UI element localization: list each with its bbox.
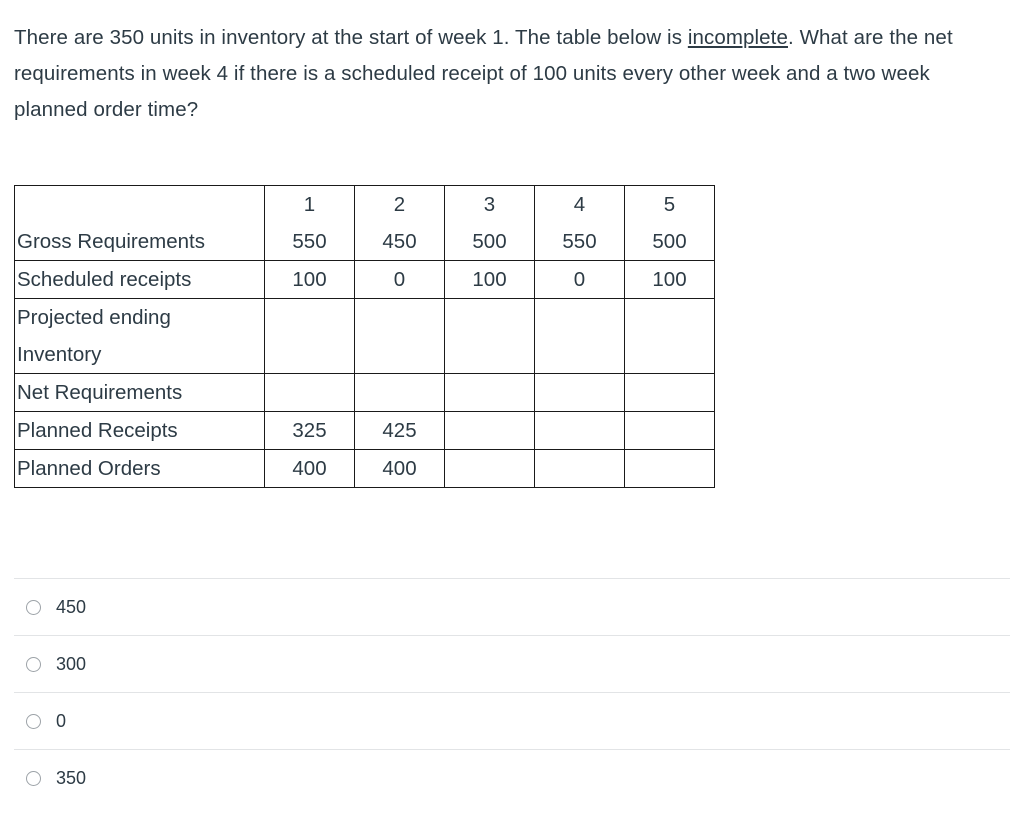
radio-button-icon[interactable] [26, 599, 41, 615]
cell-planned-orders-week-3 [444, 449, 535, 488]
question-emphasis-incomplete: incomplete [687, 26, 788, 49]
answer-option-1[interactable]: 450 [14, 578, 1010, 635]
row-label-text: Planned Orders [17, 457, 161, 480]
table-row-scheduled-receipts: Scheduled receipts 100 0 100 0 100 [14, 260, 715, 299]
mrp-table: Gross Requirements 1 550 2 450 3 500 4 550 5… [14, 185, 715, 488]
answer-option-label: 350 [56, 768, 87, 788]
cell-gross-week-4: 4 550 [534, 185, 625, 261]
value-gross-4: 550 [562, 230, 597, 253]
row-label-text: Planned Receipts [17, 419, 178, 442]
question-text-part-1: There are 350 units in inventory at the … [14, 26, 688, 49]
cell-net-week-2 [354, 373, 445, 412]
row-label-gross-requirements: Gross Requirements [14, 185, 265, 261]
answer-option-label: 450 [56, 597, 87, 617]
cell-gross-week-2: 2 450 [354, 185, 445, 261]
table-row-net-requirements: Net Requirements [14, 373, 715, 412]
cell-projected-week-5 [624, 298, 715, 374]
row-label-scheduled-receipts: Scheduled receipts [14, 260, 265, 299]
radio-button-icon[interactable] [26, 713, 41, 729]
mrp-table-body: Gross Requirements 1 550 2 450 3 500 4 550 5… [14, 185, 715, 488]
cell-planned-orders-week-2: 400 [354, 449, 445, 488]
row-label-planned-receipts: Planned Receipts [14, 411, 265, 450]
radio-button-icon[interactable] [26, 770, 41, 786]
cell-scheduled-week-1: 100 [264, 260, 355, 299]
cell-projected-week-4 [534, 298, 625, 374]
cell-planned-orders-week-4 [534, 449, 625, 488]
answer-option-4[interactable]: 350 [14, 749, 1010, 806]
table-row-planned-orders: Planned Orders 400 400 [14, 449, 715, 488]
answer-option-3[interactable]: 0 [14, 692, 1010, 749]
answer-options-list: 450 300 0 350 [14, 578, 1010, 806]
answer-option-label: 300 [56, 654, 87, 674]
table-row-gross-requirements: Gross Requirements 1 550 2 450 3 500 4 550 5… [14, 185, 715, 261]
week-header-2: 2 [393, 193, 406, 216]
cell-projected-week-1 [264, 298, 355, 374]
cell-planned-receipts-week-5 [624, 411, 715, 450]
cell-planned-receipts-week-2: 425 [354, 411, 445, 450]
value-gross-5: 500 [652, 230, 687, 253]
cell-projected-week-3 [444, 298, 535, 374]
row-label-text: Net Requirements [17, 381, 183, 404]
value-gross-3: 500 [472, 230, 507, 253]
cell-gross-week-5: 5 500 [624, 185, 715, 261]
table-row-projected-ending-inventory: Projected ending Inventory [14, 298, 715, 374]
week-header-3: 3 [483, 193, 496, 216]
cell-projected-week-2 [354, 298, 445, 374]
cell-planned-receipts-week-4 [534, 411, 625, 450]
cell-planned-orders-week-1: 400 [264, 449, 355, 488]
cell-scheduled-week-5: 100 [624, 260, 715, 299]
cell-scheduled-week-3: 100 [444, 260, 535, 299]
cell-net-week-4 [534, 373, 625, 412]
row-label-projected-ending-inventory: Projected ending Inventory [14, 298, 265, 374]
row-label-line-2: Inventory [17, 343, 102, 366]
row-label-line-1: Projected ending [17, 306, 171, 329]
question-text-part-2: . What are the net requirements in week … [14, 26, 953, 121]
answer-option-label: 0 [56, 711, 67, 731]
cell-gross-week-3: 3 500 [444, 185, 535, 261]
row-label-text: Scheduled receipts [17, 268, 192, 291]
table-row-planned-receipts: Planned Receipts 325 425 [14, 411, 715, 450]
value-gross-2: 450 [382, 230, 417, 253]
row-label-planned-orders: Planned Orders [14, 449, 265, 488]
row-label-text: Gross Requirements [17, 230, 205, 253]
value-gross-1: 550 [292, 230, 327, 253]
cell-scheduled-week-2: 0 [354, 260, 445, 299]
cell-net-week-3 [444, 373, 535, 412]
week-header-5: 5 [663, 193, 676, 216]
cell-planned-orders-week-5 [624, 449, 715, 488]
cell-planned-receipts-week-3 [444, 411, 535, 450]
radio-button-icon[interactable] [26, 656, 41, 672]
row-label-net-requirements: Net Requirements [14, 373, 265, 412]
week-header-1: 1 [303, 193, 316, 216]
question-stem: There are 350 units in inventory at the … [14, 20, 1004, 128]
week-header-4: 4 [573, 193, 586, 216]
cell-net-week-5 [624, 373, 715, 412]
cell-planned-receipts-week-1: 325 [264, 411, 355, 450]
cell-net-week-1 [264, 373, 355, 412]
answer-option-2[interactable]: 300 [14, 635, 1010, 692]
cell-gross-week-1: 1 550 [264, 185, 355, 261]
cell-scheduled-week-4: 0 [534, 260, 625, 299]
